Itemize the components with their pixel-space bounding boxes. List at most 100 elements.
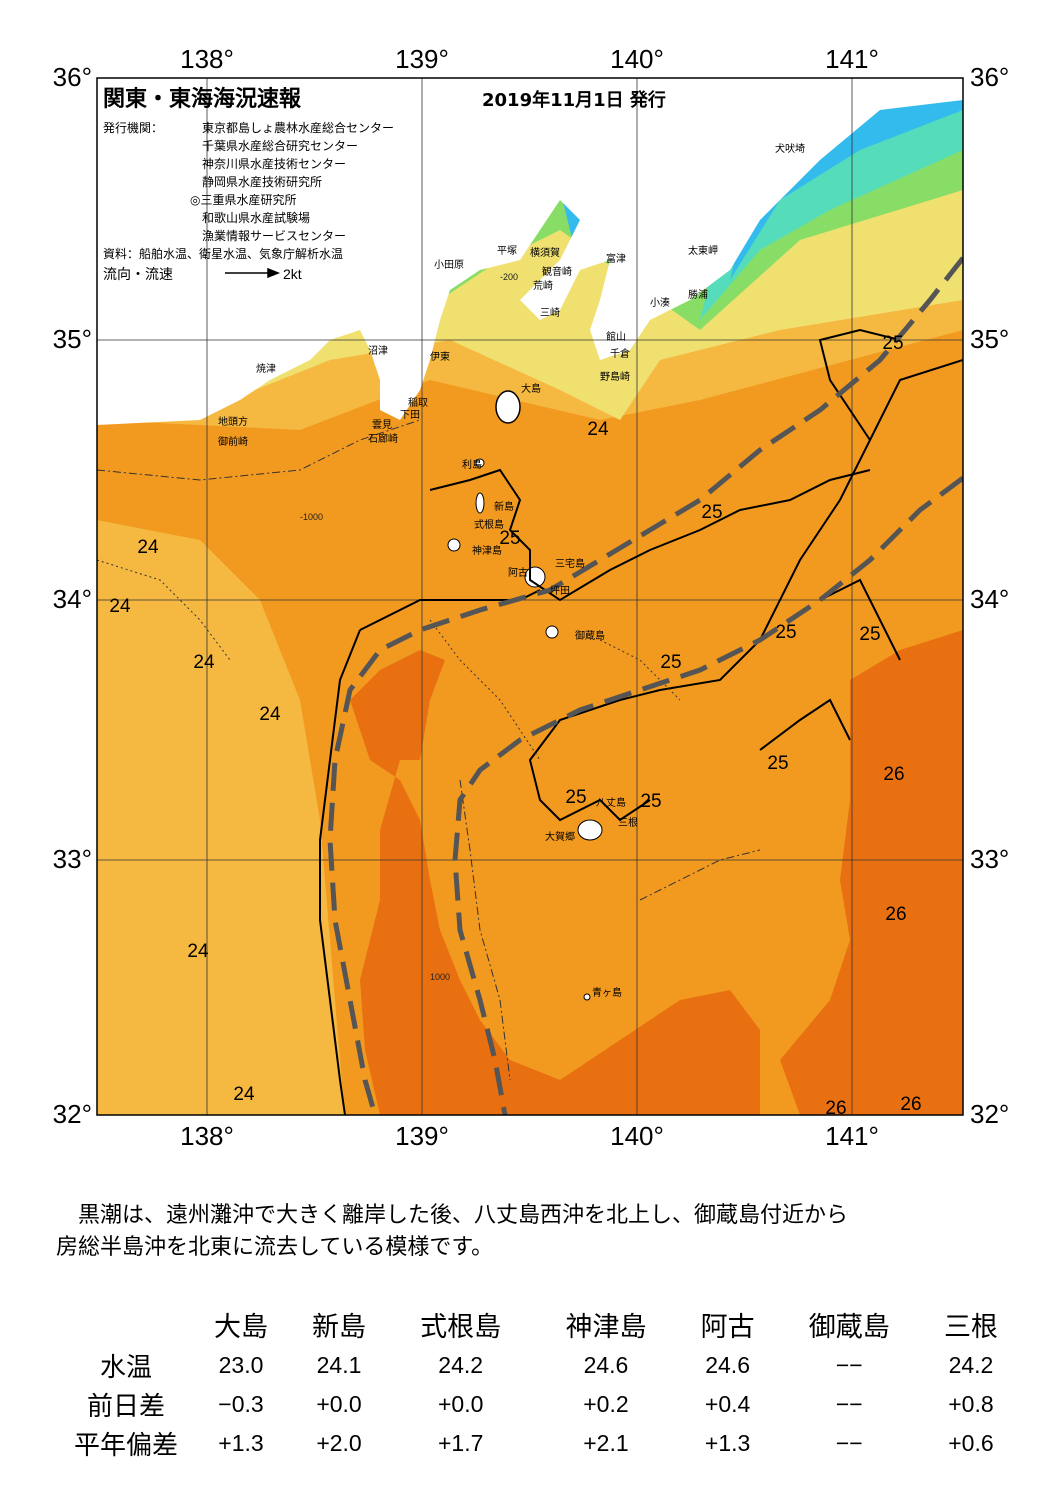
place-name: 観音崎: [542, 265, 572, 278]
table-row: 前日差 −0.3 +0.0 +0.0 +0.2 +0.4 −− +0.8: [60, 1385, 1020, 1424]
table-cell: +0.0: [316, 1391, 362, 1417]
isotherm-label: 26: [885, 904, 906, 925]
isotherm-label: 24: [109, 596, 131, 617]
land: [97, 78, 963, 425]
lat-tick-32-right: 32°: [970, 1099, 1009, 1129]
lon-tick-138: 138°: [180, 44, 234, 74]
oshima-island: [495, 390, 521, 424]
place-name: 野島崎: [600, 370, 630, 383]
hachijojima-island: [577, 819, 603, 841]
table-cell: −0.3: [218, 1391, 264, 1417]
table-cell: 24.6: [583, 1352, 629, 1378]
issue-date: 2019年11月1日 発行: [482, 89, 666, 111]
table-cell: +2.0: [316, 1430, 362, 1456]
station-header: 阿古: [700, 1311, 755, 1343]
lon-tick-141-bottom: 141°: [825, 1121, 879, 1151]
place-name: 石廊崎: [368, 432, 398, 445]
lat-tick-33: 33°: [53, 844, 92, 874]
description-line-1: 黒潮は、遠州灘沖で大きく離岸した後、八丈島西沖を北上し、御蔵島付近から: [78, 1203, 849, 1228]
kuroshio-axis: [327, 256, 963, 1115]
island-temperature-table: 大島 新島 式根島 神津島 阿古 御蔵島 三根 水温 23.0 24.1 24.…: [60, 1302, 1020, 1463]
lat-tick-35: 35°: [53, 324, 92, 354]
place-name: 御前崎: [218, 435, 248, 448]
publisher-0: 東京都島しょ農林水産総合センター: [202, 120, 394, 135]
depth-label: -1000: [300, 512, 323, 522]
publisher-3: 静岡県水産技術研究所: [202, 174, 322, 189]
lon-tick-139: 139°: [395, 44, 449, 74]
table-cell: 23.0: [218, 1352, 264, 1378]
lat-tick-34-right: 34°: [970, 584, 1009, 614]
current-description: 黒潮は、遠州灘沖で大きく離岸した後、八丈島西沖を北上し、御蔵島付近から 房総半島…: [56, 1200, 1026, 1264]
place-name: 三崎: [540, 306, 560, 319]
table-cell: +0.2: [583, 1391, 629, 1417]
place-name: 横須賀: [530, 246, 560, 259]
isotherm-label: 25: [660, 652, 681, 673]
isotherm-label: 25: [882, 333, 903, 354]
station-header: 大島: [214, 1311, 268, 1343]
place-name: 平塚: [497, 245, 517, 257]
lon-tick-141: 141°: [825, 44, 879, 74]
lon-tick-139-bottom: 139°: [395, 1121, 449, 1151]
place-name: 伊東: [430, 350, 450, 363]
lat-tick-32: 32°: [53, 1099, 92, 1129]
table-header-row: 大島 新島 式根島 神津島 阿古 御蔵島 三根: [60, 1302, 1020, 1346]
isotherm-label: 25: [767, 753, 788, 774]
table-cell: +0.0: [437, 1391, 484, 1417]
table-cell: +1.3: [218, 1430, 264, 1456]
depth-label: -200: [500, 272, 518, 282]
lat-tick-33-right: 33°: [970, 844, 1009, 874]
place-name: 式根島: [474, 518, 504, 531]
isotherm-label: 26: [900, 1094, 921, 1115]
place-name: 下田: [400, 410, 420, 421]
place-name: 地頭方: [218, 415, 248, 428]
map-title: 関東・東海海況速報: [103, 86, 302, 112]
table-cell: 24.6: [705, 1352, 750, 1378]
place-name: 沼津: [368, 344, 388, 357]
isotherm-label: 25: [499, 528, 520, 549]
place-name: 御蔵島: [575, 629, 605, 642]
isotherm-label: 24: [137, 537, 159, 558]
flow-legend-arrow: [225, 267, 281, 279]
lon-ticks-bottom: 138° 139° 140° 141°: [180, 1121, 879, 1151]
place-name: 坪田: [550, 584, 570, 597]
table-cell: −−: [835, 1391, 863, 1417]
place-name: 大賀郷: [545, 830, 575, 843]
station-header: 式根島: [420, 1311, 502, 1343]
isotherm-label: 24: [193, 652, 215, 673]
lat-ticks-left: 36° 35° 34° 33° 32°: [53, 62, 92, 1129]
publisher-4: ◎三重県水産研究所: [190, 192, 296, 207]
isotherm-label: 25: [640, 791, 661, 812]
table-cell: +0.6: [948, 1430, 994, 1456]
publisher-5: 和歌山県水産試験場: [202, 210, 310, 225]
place-name: 三根: [618, 816, 638, 829]
table-cell: 24.2: [948, 1352, 994, 1378]
warm-core-3: [560, 990, 760, 1115]
station-header: 神津島: [565, 1311, 647, 1343]
row-label: 前日差: [86, 1392, 165, 1422]
map-border: [96, 77, 964, 1116]
publisher-2: 神奈川県水産技術センター: [202, 156, 346, 171]
row-label: 平年偏差: [73, 1431, 178, 1461]
table-cell: +2.1: [583, 1430, 629, 1456]
place-names: 犬吠埼 太東岬 勝浦 小湊 富津 横須賀 観音崎 荒崎 三崎 館山 千倉 野島崎…: [218, 142, 805, 999]
depth-contours: [97, 419, 761, 1081]
table-row: 平年偏差 +1.3 +2.0 +1.7 +2.1 +1.3 −− +0.6: [60, 1424, 1020, 1463]
place-name: 阿古: [508, 566, 528, 579]
place-name: 大島: [521, 382, 541, 395]
place-name: 太東岬: [688, 244, 718, 257]
station-header: 新島: [312, 1311, 367, 1343]
isotherm-labels: 24 24 24 24 24 24 24 24 25 25 25 25 25 2…: [109, 333, 921, 1119]
place-name: 焼津: [256, 363, 276, 375]
place-name: 神津島: [472, 544, 502, 557]
publisher-6: 漁業情報サービスセンター: [202, 229, 346, 243]
table-cell: +1.7: [437, 1430, 484, 1456]
isotherm-label: 25: [701, 502, 722, 523]
place-name: 千倉: [610, 347, 630, 360]
niijima-island: [475, 492, 485, 514]
isotherm-label: 24: [233, 1084, 255, 1105]
warm-core-2: [780, 630, 963, 1115]
place-name: 荒崎: [533, 279, 553, 292]
place-name: 青ヶ島: [592, 986, 622, 999]
isotherm-label: 25: [775, 622, 796, 643]
warm-core-1: [350, 650, 560, 1115]
